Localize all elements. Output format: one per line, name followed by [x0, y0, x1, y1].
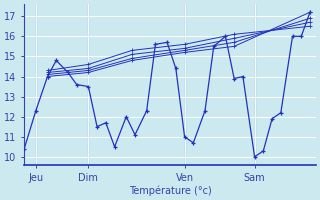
X-axis label: Température (°c): Température (°c) [129, 185, 212, 196]
